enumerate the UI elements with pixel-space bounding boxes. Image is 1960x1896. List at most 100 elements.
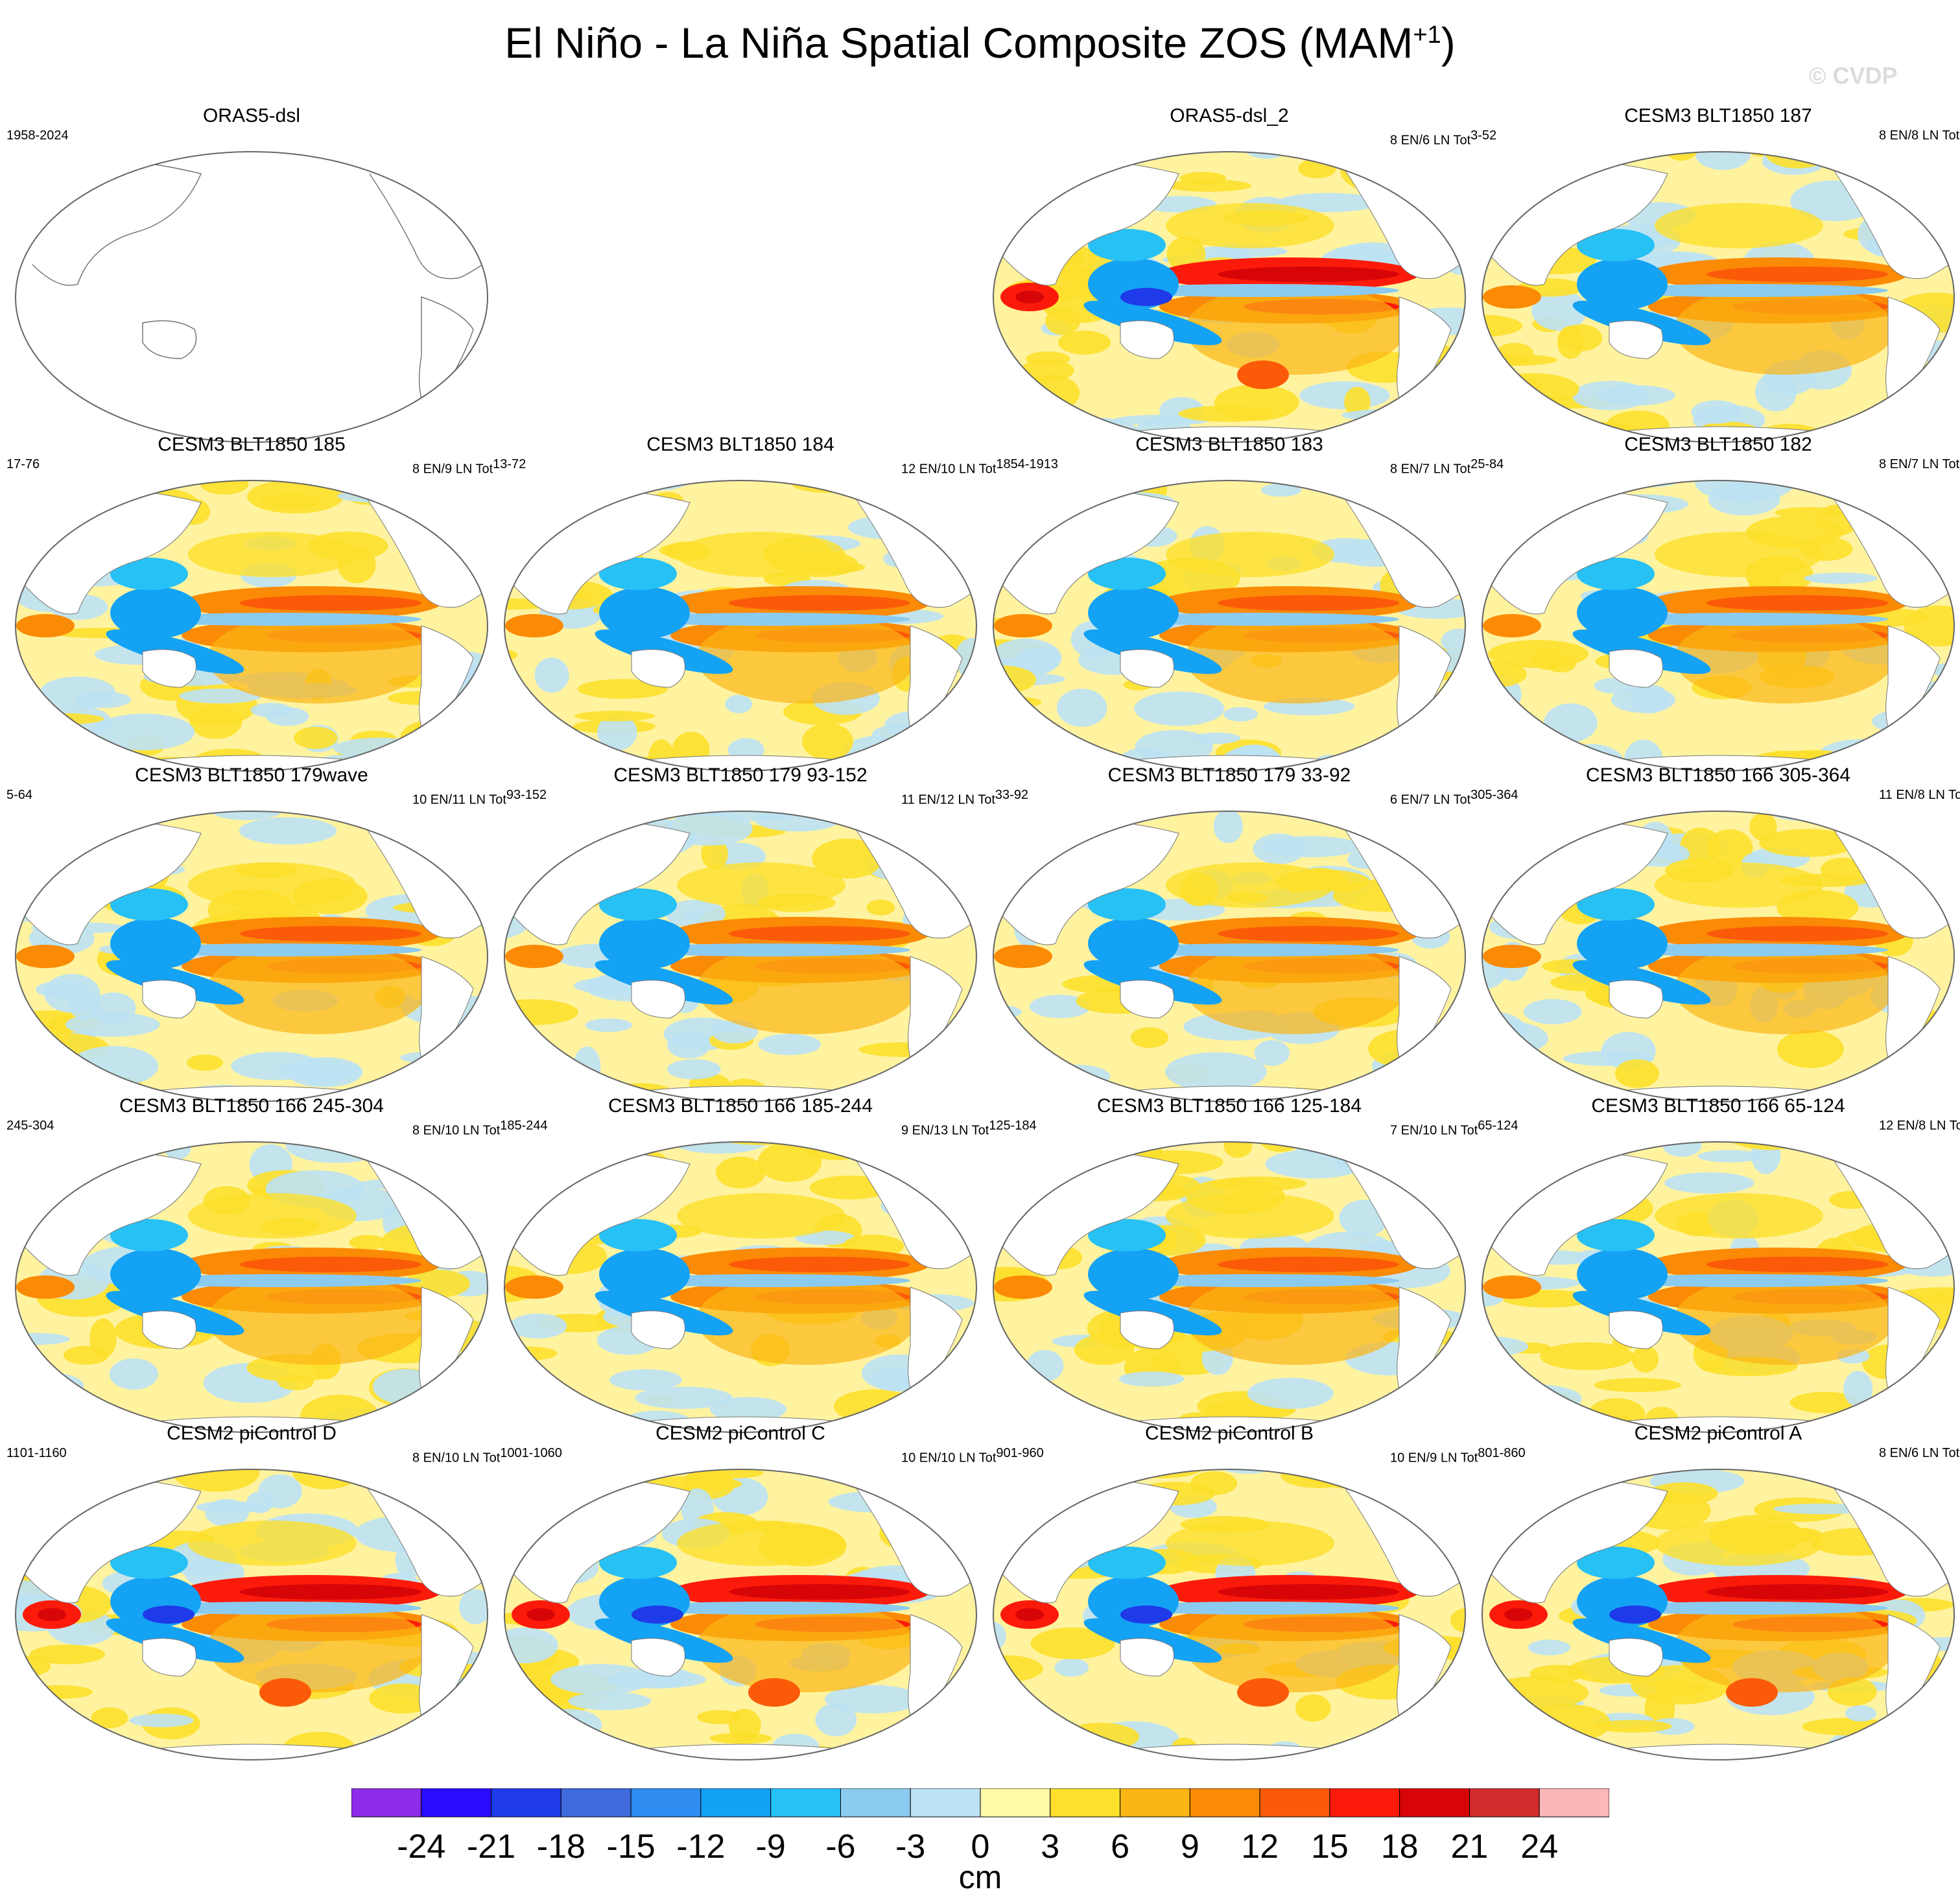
map-panel: CESM2 piControl D 1101-1160 8 EN/10 LN Tot…: [6, 1423, 562, 1777]
map-panel: CESM2 piControl B 10 EN/9 LN Tot801-860: [984, 1423, 1526, 1777]
page-title: El Niño - La Niña Spatial Composite ZOS …: [504, 19, 1456, 67]
world-map: [15, 811, 488, 1102]
panel-title: CESM3 BLT1850 185: [158, 434, 346, 455]
panel-period: 17-76: [6, 457, 40, 471]
watermark: © CVDP: [1809, 62, 1898, 89]
map-panel: CESM3 BLT1850 166 305-364 11 EN/8 LN Tot: [1473, 764, 1960, 1119]
world-map: [993, 151, 1466, 443]
panel-title: CESM3 BLT1850 166 245-304: [119, 1095, 384, 1117]
world-map: [993, 1469, 1466, 1760]
map-panel: ORAS5-dsl_2 8 EN/6 LN Tot3-52: [984, 105, 1496, 459]
colorbar-swatch: [980, 1788, 1051, 1818]
colorbar-swatch: [1189, 1788, 1260, 1818]
world-map: [504, 1469, 977, 1760]
colorbar-swatch: [351, 1788, 422, 1818]
panel-event-count: 12 EN/10 LN Tot1854-1913: [901, 457, 1059, 477]
panel-title: CESM3 BLT1850 166 125-184: [1096, 1095, 1362, 1117]
map-panel: CESM3 BLT1850 166 245-304 245-304 8 EN/10 …: [6, 1095, 548, 1449]
world-map: [1482, 151, 1955, 443]
panel-title: CESM3 BLT1850 166 305-364: [1585, 764, 1851, 786]
map-panel: CESM3 BLT1850 166 185-244 9 EN/13 LN Tot1…: [495, 1095, 1037, 1449]
panel-title: CESM3 BLT1850 166 65-124: [1591, 1095, 1845, 1117]
colorbar-swatch: [1050, 1788, 1121, 1818]
colorbar-swatch: [910, 1788, 981, 1818]
colorbar-tick-label: 9: [1180, 1828, 1199, 1866]
world-map: [1482, 1141, 1955, 1433]
map-panel: CESM3 BLT1850 187 8 EN/8 LN Tot: [1473, 105, 1960, 459]
panel-title: CESM3 BLT1850 184: [646, 434, 834, 455]
world-map: [1482, 811, 1955, 1102]
colorbar-tick-label: 24: [1520, 1828, 1559, 1866]
colorbar-tick-label: 0: [971, 1828, 990, 1866]
map-panel: CESM3 BLT1850 179 93-152 11 EN/12 LN Tot3…: [495, 764, 1028, 1119]
panel-event-count: 8 EN/7 LN Tot25-84: [1390, 457, 1504, 477]
panel-period: 1101-1160: [6, 1446, 67, 1460]
map-panel: CESM3 BLT1850 183 8 EN/7 LN Tot25-84: [984, 434, 1504, 788]
colorbar-swatch: [1120, 1788, 1190, 1818]
colorbar-tick-label: -3: [895, 1828, 926, 1866]
colorbar-swatch: [1329, 1788, 1400, 1818]
colorbar-swatch: [1539, 1788, 1609, 1818]
colorbar-tick-label: 21: [1450, 1828, 1489, 1866]
panel-event-count: 10 EN/10 LN Tot901-960: [901, 1446, 1044, 1465]
map-panel: CESM3 BLT1850 184 12 EN/10 LN Tot1854-191…: [495, 434, 1058, 788]
panel-event-count: 9 EN/13 LN Tot125-184: [901, 1119, 1037, 1138]
colorbar-swatch: [770, 1788, 841, 1818]
colorbar-swatch: [560, 1788, 632, 1818]
colorbar-swatch: [421, 1788, 492, 1818]
panel-event-count: 8 EN/6 LN Tot: [1879, 1446, 1960, 1460]
panel-event-count: 12 EN/8 LN Tot: [1879, 1119, 1960, 1133]
colorbar-tick-label: -18: [536, 1828, 585, 1866]
colorbar-tick-label: -21: [466, 1828, 516, 1866]
world-map: [993, 811, 1466, 1102]
panel-event-count: 8 EN/9 LN Tot13-72: [412, 457, 526, 477]
colorbar-tick-label: 12: [1241, 1828, 1279, 1866]
panel-event-count: 10 EN/11 LN Tot93-152: [412, 788, 547, 807]
world-map: [1482, 480, 1955, 772]
colorbar-swatch: [1469, 1788, 1540, 1818]
world-map: [504, 1141, 977, 1433]
map-panel: CESM3 BLT1850 185 17-76 8 EN/9 LN Tot13-72: [6, 434, 526, 788]
colorbar-swatch: [491, 1788, 561, 1818]
world-map: [1482, 1469, 1955, 1760]
colorbar-unit: cm: [958, 1859, 1002, 1895]
panel-event-count: 7 EN/10 LN Tot65-124: [1390, 1119, 1518, 1138]
world-map: [993, 1141, 1466, 1433]
map-panel: CESM3 BLT1850 182 8 EN/7 LN Tot: [1473, 434, 1960, 788]
panel-title: CESM2 piControl C: [655, 1423, 825, 1444]
panel-event-count: 11 EN/12 LN Tot33-92: [901, 788, 1029, 807]
map-panel: CESM2 piControl A 8 EN/6 LN Tot: [1473, 1423, 1960, 1777]
panel-event-count: 10 EN/9 LN Tot801-860: [1390, 1446, 1526, 1465]
panel-event-count: 6 EN/7 LN Tot305-364: [1390, 788, 1518, 807]
colorbar-tick-label: -24: [397, 1828, 446, 1866]
panel-title: ORAS5-dsl_2: [1170, 105, 1289, 126]
panel-period: 245-304: [6, 1119, 54, 1133]
colorbar-tick-label: -9: [755, 1828, 786, 1866]
world-map: [504, 480, 977, 772]
map-panel: CESM3 BLT1850 166 125-184 7 EN/10 LN Tot6…: [984, 1095, 1518, 1449]
world-map: [15, 1141, 488, 1433]
colorbar-swatch: [1259, 1788, 1330, 1818]
panel-event-count: 8 EN/10 LN Tot1001-1060: [412, 1446, 562, 1465]
world-map: [15, 1469, 488, 1760]
colorbar-tick-label: -15: [606, 1828, 655, 1866]
colorbar-swatch: [630, 1788, 702, 1818]
world-map: [15, 480, 488, 772]
colorbar-tick-label: 6: [1111, 1828, 1129, 1866]
colorbar-swatch: [700, 1788, 772, 1818]
panel-title: CESM3 BLT1850 179wave: [135, 764, 368, 786]
panel-title: CESM2 piControl B: [1144, 1423, 1314, 1444]
panel-title: CESM3 BLT1850 179 93-152: [613, 764, 868, 786]
map-panel: CESM2 piControl C 10 EN/10 LN Tot901-960: [495, 1423, 1044, 1777]
panel-title: ORAS5-dsl: [202, 105, 301, 126]
panel-title: CESM3 BLT1850 187: [1624, 105, 1812, 126]
colorbar-tick-label: 18: [1380, 1828, 1419, 1866]
world-map: [504, 811, 977, 1102]
colorbar-tick-label: 3: [1041, 1828, 1060, 1866]
map-panel: CESM3 BLT1850 179 33-92 6 EN/7 LN Tot305-…: [984, 764, 1518, 1119]
world-map: [15, 151, 488, 443]
colorbar-swatch: [840, 1788, 911, 1818]
colorbar: [351, 1788, 1609, 1818]
panel-event-count: 11 EN/8 LN Tot: [1879, 788, 1960, 802]
colorbar-tick-label: 15: [1310, 1828, 1349, 1866]
